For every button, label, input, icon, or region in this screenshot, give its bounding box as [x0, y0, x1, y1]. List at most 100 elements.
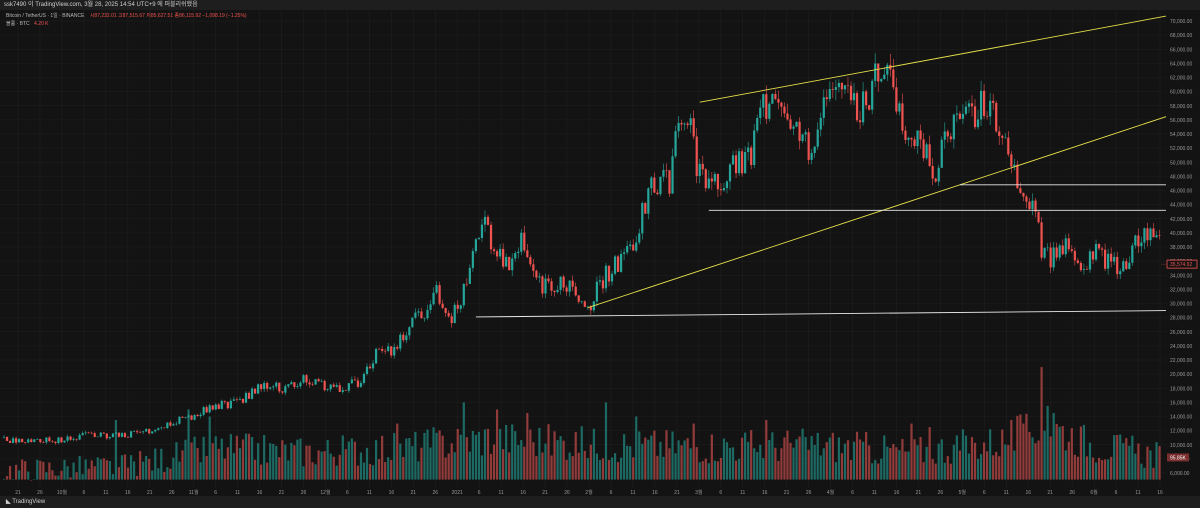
- candle-body: [81, 433, 84, 436]
- volume-bar: [290, 442, 293, 480]
- candle-body: [871, 80, 874, 110]
- candle-body: [163, 427, 166, 429]
- candle: [1125, 258, 1128, 271]
- candle: [535, 269, 538, 280]
- candle: [613, 254, 617, 276]
- candle-body: [901, 103, 904, 131]
- candle-body: [620, 253, 623, 272]
- price-tick-label: 40,000.00: [1170, 231, 1192, 237]
- volume-bar: [731, 447, 735, 480]
- volume-bar: [1037, 440, 1040, 480]
- candle: [408, 326, 411, 340]
- candle-body: [260, 384, 263, 390]
- time-tick-label: 11: [103, 490, 108, 496]
- candle-body: [408, 327, 411, 336]
- candle-body: [24, 442, 27, 443]
- candle: [486, 214, 490, 226]
- candle-body: [15, 438, 18, 443]
- candle: [211, 405, 214, 411]
- candle: [1070, 245, 1073, 253]
- volume-bar: [477, 431, 481, 480]
- candle: [846, 77, 850, 94]
- volume-bar: [42, 461, 45, 480]
- candle-body: [698, 163, 701, 177]
- candle-body: [556, 289, 559, 293]
- price-tick-label: 52,000.00: [1170, 146, 1192, 152]
- time-tick-label: 16: [520, 490, 526, 496]
- candle-body: [432, 292, 435, 305]
- candle-body: [483, 216, 487, 225]
- candle-body: [1143, 228, 1146, 243]
- price-tick-label: 30,000.00: [1170, 302, 1192, 308]
- volume-bar: [986, 451, 989, 480]
- candle-body: [750, 147, 753, 166]
- candle: [260, 384, 263, 392]
- candle: [747, 141, 750, 161]
- candle-body: [311, 384, 314, 386]
- volume-bar: [834, 462, 837, 480]
- candle-body: [623, 252, 626, 254]
- volume-bar: [99, 459, 102, 480]
- time-tick-label: 21: [411, 490, 417, 496]
- candle: [114, 432, 118, 434]
- volume-bar: [925, 446, 928, 480]
- candle-body: [444, 307, 447, 313]
- volume-bar: [15, 464, 18, 480]
- symbol-name[interactable]: Bitcoin / TetherUS · 1일 · BINANCE: [6, 13, 85, 19]
- time-tick-label: 26: [169, 490, 175, 496]
- candle: [979, 80, 983, 126]
- price-axis: 70,000.00 68,000.00 66,000.00 64,000.00 62,0…: [1161, 10, 1200, 496]
- price-chart[interactable]: 70,000.0068,000.0066,000.0064,000.0062,0…: [0, 10, 1200, 496]
- candle-body: [607, 265, 611, 282]
- candle-body: [287, 384, 290, 387]
- candle-body: [308, 382, 311, 385]
- candle: [865, 89, 868, 110]
- candle-body: [922, 139, 925, 159]
- volume-bar: [1049, 436, 1052, 480]
- time-axis: 21 26 10월 6 11 16 21 26 11월 6 11 16 21 26 12월 6 11 16 21 26…: [0, 488, 1200, 496]
- price-tick-label: 26,000.00: [1170, 330, 1192, 336]
- candle-body: [665, 170, 668, 171]
- price-tick-label: 18,000.00: [1170, 386, 1192, 392]
- candle: [27, 438, 30, 444]
- candle: [765, 85, 768, 125]
- candle: [919, 124, 922, 149]
- candle: [825, 89, 828, 107]
- time-tick-label: 21: [674, 490, 680, 496]
- candle-body: [734, 155, 738, 174]
- tradingview-logo[interactable]: ◣ TradingView: [6, 496, 45, 508]
- price-tick-label: 24,000.00: [1170, 344, 1192, 350]
- candle-body: [1028, 201, 1031, 210]
- candle: [955, 105, 958, 123]
- candle: [1146, 222, 1149, 247]
- volume-bar: [707, 463, 710, 480]
- candle: [235, 397, 239, 402]
- candle: [1113, 252, 1116, 265]
- candle-body: [459, 305, 462, 309]
- volume-bar: [1119, 434, 1122, 480]
- volume-bar: [750, 430, 753, 480]
- candle-body: [247, 392, 251, 399]
- candle: [495, 249, 499, 262]
- candle: [217, 403, 220, 410]
- candle-body: [275, 382, 278, 387]
- candle-body: [780, 102, 783, 107]
- volume-bar: [359, 452, 363, 480]
- candle: [275, 381, 278, 389]
- candle: [541, 274, 544, 298]
- candle: [96, 436, 99, 438]
- grid: [0, 10, 1166, 488]
- candle: [1152, 223, 1155, 238]
- candle: [132, 430, 136, 433]
- candle: [834, 79, 837, 101]
- volume-bar: [547, 424, 550, 480]
- candle: [722, 182, 726, 192]
- time-tick-label: 6: [478, 490, 481, 496]
- candle: [281, 391, 284, 395]
- candle-body: [172, 424, 175, 426]
- volume-bar: [417, 461, 420, 480]
- candle-body: [689, 118, 692, 126]
- volume-bar: [780, 448, 783, 480]
- volume-bar: [774, 447, 777, 480]
- candle: [1004, 132, 1007, 139]
